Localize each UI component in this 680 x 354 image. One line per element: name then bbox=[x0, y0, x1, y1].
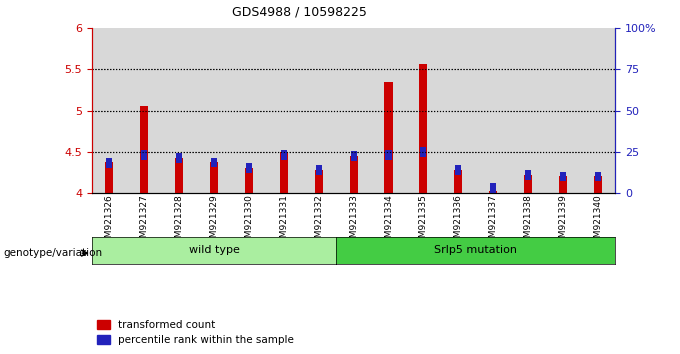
Bar bbox=[595, 172, 601, 181]
Bar bbox=[559, 176, 567, 193]
Text: wild type: wild type bbox=[188, 245, 239, 256]
Bar bbox=[279, 152, 288, 193]
Bar bbox=[350, 151, 357, 161]
Bar bbox=[245, 168, 253, 193]
Bar bbox=[525, 170, 531, 180]
Bar bbox=[281, 150, 287, 160]
Bar bbox=[141, 150, 148, 160]
Bar bbox=[350, 151, 357, 161]
Bar bbox=[105, 162, 114, 193]
Bar bbox=[420, 147, 426, 157]
Bar bbox=[211, 158, 217, 167]
Bar bbox=[210, 162, 218, 193]
Text: GDS4988 / 10598225: GDS4988 / 10598225 bbox=[232, 5, 367, 18]
Bar bbox=[105, 162, 114, 193]
Bar bbox=[420, 147, 426, 157]
Bar bbox=[525, 170, 531, 180]
Bar bbox=[455, 165, 462, 175]
Bar bbox=[560, 172, 566, 181]
Bar bbox=[92, 28, 126, 193]
Bar bbox=[511, 28, 545, 193]
Bar bbox=[141, 150, 148, 160]
Bar bbox=[175, 158, 183, 193]
Bar bbox=[476, 28, 511, 193]
Bar bbox=[560, 172, 566, 181]
Bar bbox=[175, 158, 183, 193]
Bar bbox=[281, 150, 287, 160]
Bar bbox=[197, 28, 231, 193]
Bar bbox=[406, 28, 441, 193]
Bar bbox=[350, 156, 358, 193]
Bar bbox=[559, 176, 567, 193]
Bar bbox=[162, 28, 197, 193]
Bar bbox=[489, 191, 497, 193]
Bar bbox=[245, 163, 252, 173]
Legend: transformed count, percentile rank within the sample: transformed count, percentile rank withi… bbox=[97, 320, 294, 345]
Bar bbox=[384, 82, 392, 193]
Bar bbox=[581, 28, 615, 193]
Bar bbox=[336, 28, 371, 193]
Bar bbox=[267, 28, 301, 193]
Bar bbox=[106, 158, 112, 168]
Bar bbox=[245, 163, 252, 173]
Bar bbox=[245, 168, 253, 193]
Bar bbox=[301, 28, 336, 193]
Bar bbox=[176, 153, 182, 163]
Bar bbox=[489, 191, 497, 193]
Bar bbox=[454, 170, 462, 193]
Bar bbox=[176, 153, 182, 163]
Bar bbox=[210, 162, 218, 193]
Bar bbox=[420, 64, 428, 193]
Text: genotype/variation: genotype/variation bbox=[3, 248, 103, 258]
Bar bbox=[350, 156, 358, 193]
Bar bbox=[490, 183, 496, 193]
Bar bbox=[384, 82, 392, 193]
Bar bbox=[279, 152, 288, 193]
Bar bbox=[140, 106, 148, 193]
Bar bbox=[211, 158, 217, 167]
Bar bbox=[316, 165, 322, 175]
Bar bbox=[595, 172, 601, 181]
Bar bbox=[524, 175, 532, 193]
Bar bbox=[420, 64, 428, 193]
Bar bbox=[455, 165, 462, 175]
Bar bbox=[316, 165, 322, 175]
Bar bbox=[140, 106, 148, 193]
Bar bbox=[524, 175, 532, 193]
Bar bbox=[315, 170, 323, 193]
Bar bbox=[594, 176, 602, 193]
Bar bbox=[490, 183, 496, 193]
Bar bbox=[441, 28, 476, 193]
Bar bbox=[315, 170, 323, 193]
Bar bbox=[386, 150, 392, 160]
Bar bbox=[126, 28, 162, 193]
Bar bbox=[594, 176, 602, 193]
Bar bbox=[386, 150, 392, 160]
Bar bbox=[106, 158, 112, 168]
Bar bbox=[371, 28, 406, 193]
Bar bbox=[231, 28, 267, 193]
Bar bbox=[545, 28, 581, 193]
Text: Srlp5 mutation: Srlp5 mutation bbox=[435, 245, 517, 256]
Bar bbox=[454, 170, 462, 193]
